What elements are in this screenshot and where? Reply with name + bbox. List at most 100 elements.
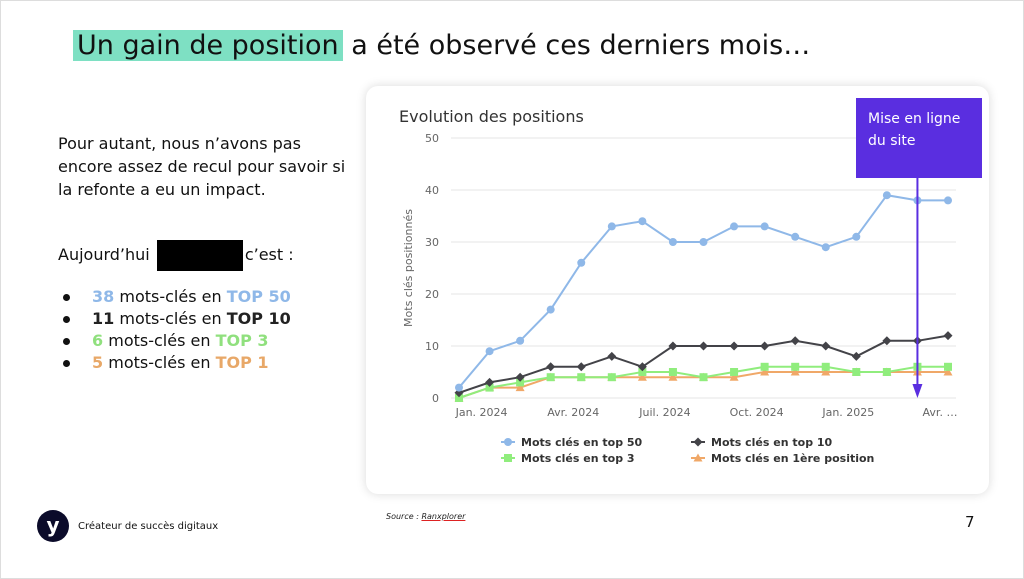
bullet-dot — [63, 360, 70, 367]
tagline: Créateur de succès digitaux — [78, 521, 219, 532]
point — [729, 372, 739, 381]
y-tick-label: 10 — [425, 340, 439, 353]
point — [668, 372, 678, 381]
point — [546, 362, 556, 372]
x-tick-label: Avr. 2024 — [547, 406, 599, 419]
point — [943, 331, 953, 341]
point — [668, 238, 677, 246]
y-tick-label: 50 — [425, 132, 439, 145]
legend-label: Mots clés en 1ère position — [711, 452, 874, 465]
point — [760, 341, 770, 351]
title-rest: a été observé ces derniers mois… — [351, 30, 811, 61]
bullet-count: 6 — [92, 331, 104, 350]
point — [790, 367, 800, 376]
bullet-dot — [63, 316, 70, 323]
point — [790, 336, 800, 346]
point — [821, 341, 831, 351]
legend-marker — [504, 438, 512, 446]
point — [729, 341, 739, 351]
slide-title: Un gain de position a été observé ces de… — [73, 25, 810, 67]
today-line: Aujourd’hui c’est : — [58, 240, 294, 271]
point — [760, 367, 770, 376]
y-tick-label: 20 — [425, 288, 439, 301]
bullet-count: 38 — [92, 287, 115, 306]
point — [882, 368, 891, 376]
bullet-text: mots-clés en — [119, 309, 222, 328]
point — [546, 373, 555, 382]
y-tick-label: 30 — [425, 236, 439, 249]
bullet-tier: TOP 10 — [226, 309, 291, 328]
bullet-dot — [63, 294, 70, 301]
bullet-text: mots-clés en — [108, 353, 211, 372]
point — [637, 362, 647, 372]
y-axis-label: Mots clés positionnés — [402, 209, 415, 327]
bullet-tier: TOP 3 — [215, 331, 269, 350]
legend-label: Mots clés en top 10 — [711, 436, 833, 449]
point — [699, 238, 708, 246]
point — [455, 394, 463, 402]
point — [852, 368, 861, 376]
page-number: 7 — [965, 513, 975, 531]
bullet: 38 mots-clés en TOP 50 — [63, 286, 291, 308]
annotation: Mise en ligne du site — [856, 98, 982, 178]
bullet: 11 mots-clés en TOP 10 — [63, 308, 291, 330]
bullet-list: 38 mots-clés en TOP 50 11 mots-clés en TO… — [63, 286, 291, 374]
today-after: c’est : — [244, 245, 294, 264]
x-tick-label: Avr. … — [923, 406, 958, 419]
point — [638, 217, 647, 226]
legend-label: Mots clés en top 3 — [521, 452, 635, 465]
point — [668, 341, 678, 351]
point — [760, 362, 769, 371]
x-tick-label: Jan. 2024 — [455, 406, 508, 419]
point — [577, 258, 586, 267]
point — [485, 383, 494, 392]
today-before: Aujourd’hui — [58, 245, 150, 264]
redaction — [156, 240, 243, 271]
point — [607, 222, 616, 231]
chart: Evolution des positions Mots clés positi… — [399, 107, 958, 465]
point — [607, 351, 617, 361]
point — [638, 368, 647, 376]
x-tick-label: Jan. 2025 — [821, 406, 874, 419]
point — [515, 372, 525, 382]
source-label: Source : — [386, 512, 419, 521]
source: Source : Ranxplorer — [386, 512, 465, 521]
annotation-arrowhead — [912, 384, 923, 398]
legend-marker — [504, 454, 512, 462]
paragraph: Pour autant, nous n’avons pas encore ass… — [58, 134, 346, 199]
legend-label: Mots clés en top 50 — [521, 436, 643, 449]
point — [576, 362, 586, 372]
point — [637, 372, 647, 381]
point — [882, 336, 892, 346]
bullet: 5 mots-clés en TOP 1 — [63, 352, 291, 374]
point — [852, 232, 861, 241]
bullet-count: 11 — [92, 309, 115, 328]
point — [791, 232, 800, 241]
bullet-text: mots-clés en — [119, 287, 222, 306]
point — [821, 243, 830, 252]
point — [455, 383, 463, 392]
title-highlight: Un gain de position — [73, 30, 343, 61]
logo: y — [37, 510, 69, 542]
point — [485, 347, 494, 356]
point — [699, 341, 708, 351]
point — [516, 378, 525, 387]
series-line — [458, 194, 948, 389]
x-tick-label: Juil. 2024 — [638, 406, 690, 419]
point — [760, 222, 769, 231]
point — [851, 351, 861, 361]
point — [485, 377, 495, 387]
legend-marker — [693, 453, 703, 462]
bullet-tier: TOP 1 — [215, 353, 269, 372]
point — [699, 373, 708, 382]
point — [821, 362, 830, 371]
bullet-text: mots-clés en — [108, 331, 211, 350]
point — [607, 373, 616, 382]
point — [668, 368, 677, 376]
point — [791, 362, 800, 371]
chart-title: Evolution des positions — [399, 107, 584, 126]
point — [943, 367, 953, 376]
legend-marker — [693, 437, 703, 447]
point — [730, 222, 739, 231]
